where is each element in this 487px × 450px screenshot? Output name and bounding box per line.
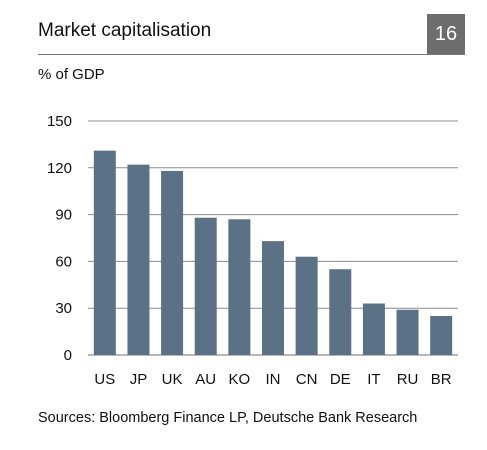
x-tick-label: KO: [229, 371, 251, 388]
y-tick-label: 60: [55, 253, 72, 270]
y-tick-label: 30: [55, 300, 72, 317]
bar-au: [194, 217, 217, 355]
bar-it: [362, 303, 385, 355]
x-tick-label: BR: [431, 371, 452, 388]
bar-jp: [127, 164, 150, 355]
x-tick-label: AU: [195, 371, 216, 388]
x-tick-label: US: [94, 371, 115, 388]
y-axis-unit-label: % of GDP: [38, 66, 105, 83]
x-tick-label: RU: [397, 371, 419, 388]
title-divider: [38, 54, 465, 55]
bar-uk: [161, 170, 184, 355]
y-tick-label: 120: [47, 160, 72, 177]
chart-number-badge: 16: [427, 14, 465, 54]
chart-title: Market capitalisation: [38, 20, 212, 41]
x-tick-label: UK: [162, 371, 183, 388]
x-tick-label: IN: [266, 371, 281, 388]
bar-cn: [295, 256, 318, 355]
bar-ru: [396, 309, 419, 355]
bar-ko: [228, 219, 251, 355]
y-tick-label: 90: [55, 207, 72, 224]
bar-br: [430, 316, 453, 355]
y-tick-label: 150: [47, 113, 72, 130]
bar-in: [262, 241, 284, 355]
source-note: Sources: Bloomberg Finance LP, Deutsche …: [38, 410, 418, 426]
x-tick-label: JP: [130, 371, 148, 388]
x-tick-label: IT: [367, 371, 380, 388]
bar-us: [93, 150, 116, 355]
x-tick-label: CN: [296, 371, 318, 388]
bar-de: [329, 269, 352, 355]
y-tick-label: 0: [64, 347, 72, 364]
x-tick-label: DE: [330, 371, 351, 388]
